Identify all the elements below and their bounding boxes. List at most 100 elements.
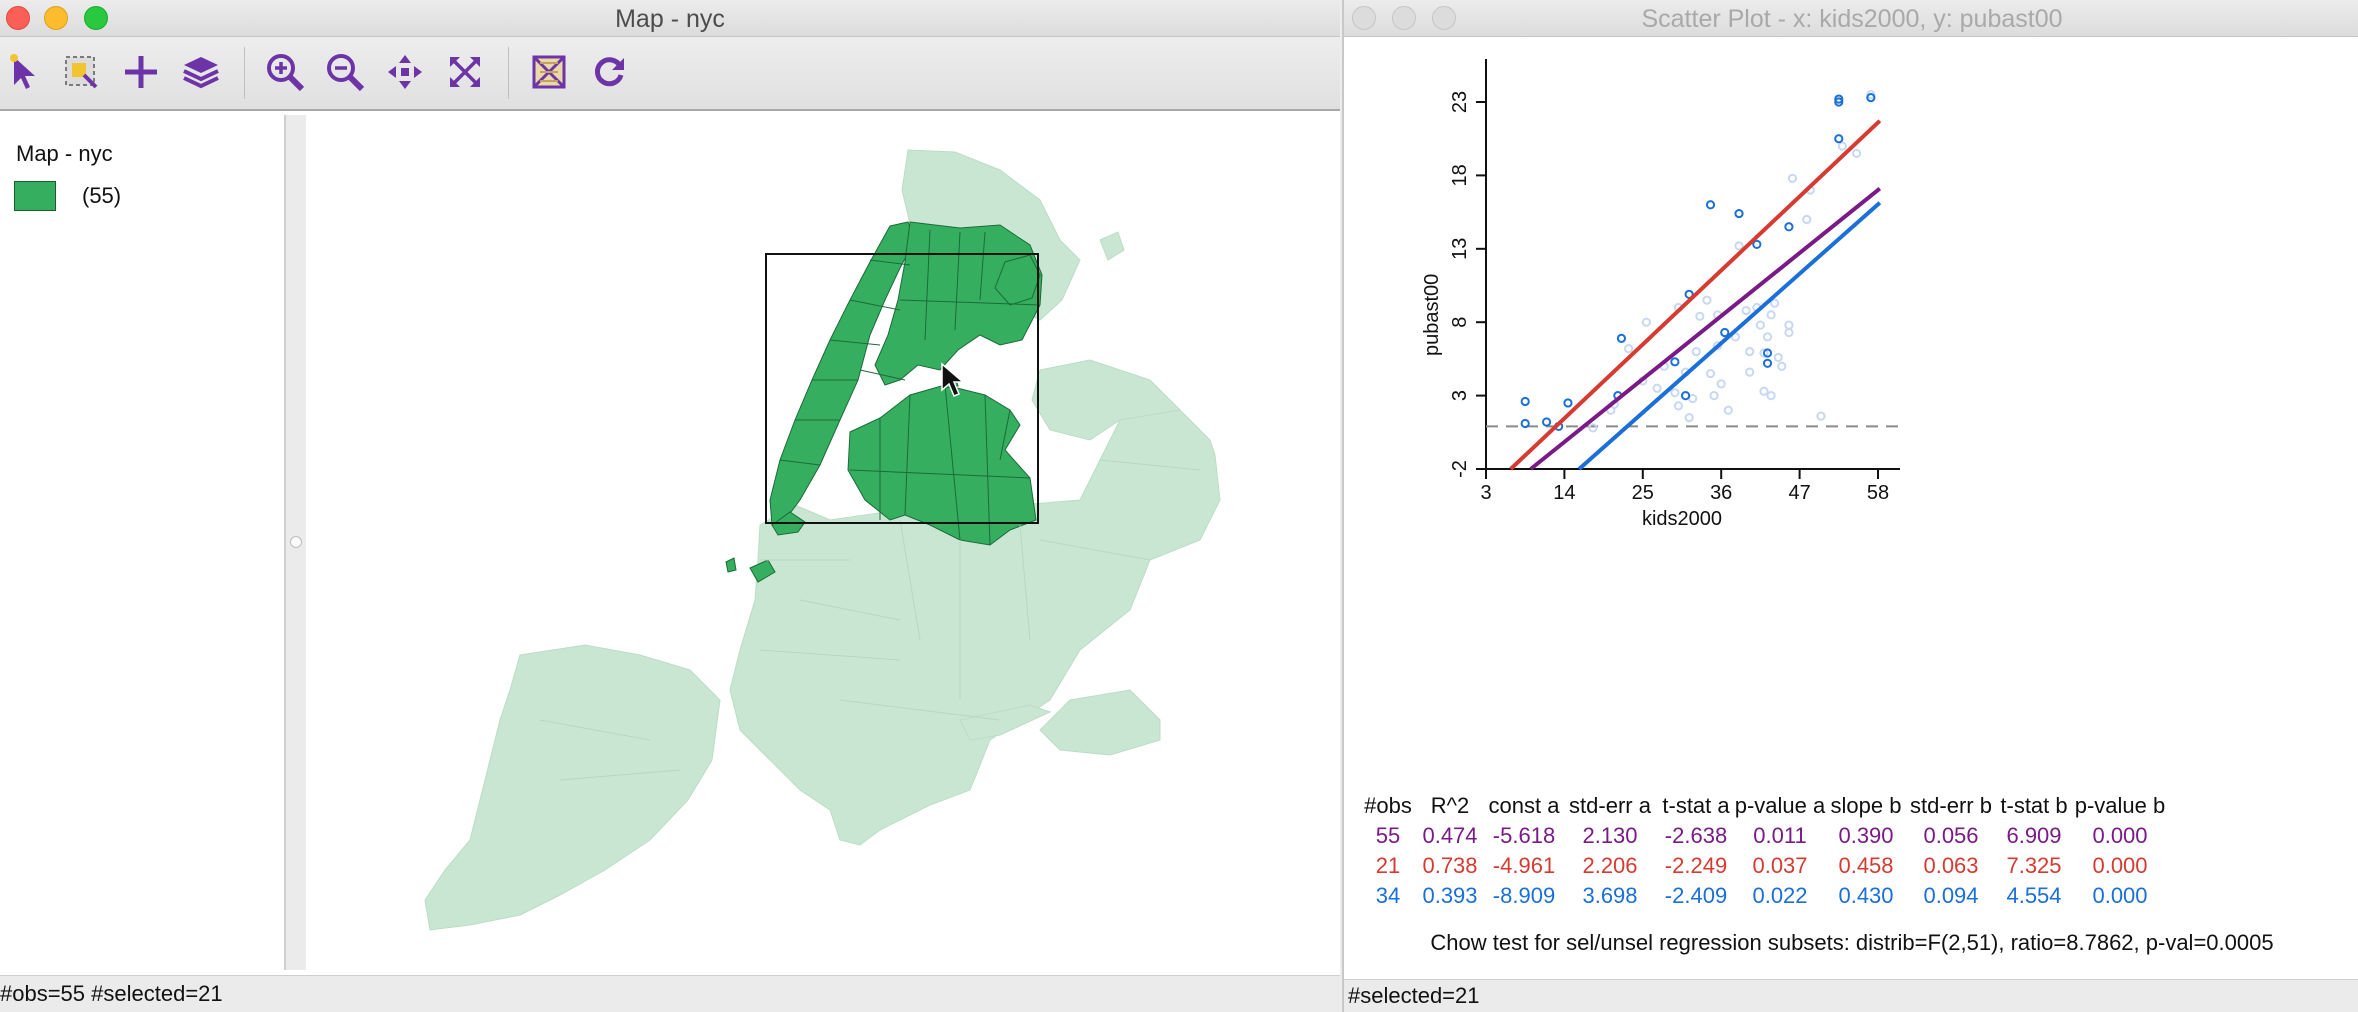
queens-east[interactable]: [1039, 689, 1161, 756]
x-axis-label: kids2000: [1642, 508, 1722, 530]
zoom-window-button[interactable]: [1432, 6, 1456, 30]
selected-point[interactable]: [1866, 92, 1876, 103]
minimize-window-button[interactable]: [44, 6, 68, 30]
unselected-point[interactable]: [1816, 411, 1826, 421]
refresh-icon[interactable]: [586, 49, 632, 95]
unselected-point[interactable]: [1705, 368, 1716, 379]
selected-point[interactable]: [1563, 398, 1573, 408]
pan-arrows-icon[interactable]: [382, 49, 428, 95]
selected-point[interactable]: [1720, 327, 1730, 338]
selected-point[interactable]: [1541, 417, 1552, 427]
selected-point[interactable]: [1520, 396, 1530, 407]
selected-point[interactable]: [1670, 357, 1680, 367]
selected-point[interactable]: [1752, 239, 1762, 249]
selected-point[interactable]: [1705, 200, 1716, 210]
selected-point[interactable]: [1834, 134, 1844, 144]
unselected-point[interactable]: [1777, 361, 1787, 371]
unselected-point[interactable]: [1802, 214, 1812, 225]
unselected-point[interactable]: [1641, 317, 1651, 327]
unselected-point[interactable]: [1837, 141, 1847, 151]
unselected-point[interactable]: [1852, 148, 1862, 158]
unselected-point[interactable]: [1688, 393, 1698, 404]
selected-point[interactable]: [1680, 391, 1691, 401]
selection-shape-icon[interactable]: [58, 49, 104, 95]
minimize-window-button[interactable]: [1392, 6, 1416, 30]
selected-point[interactable]: [1784, 222, 1794, 232]
governors-island[interactable]: [749, 559, 776, 583]
unselected-point[interactable]: [1745, 346, 1755, 357]
select-arrow-icon[interactable]: [2, 49, 48, 95]
selected-point[interactable]: [1762, 358, 1773, 368]
stats-row-cell: 0.430: [1838, 883, 1894, 908]
unselected-point[interactable]: [1784, 320, 1794, 330]
unselected-point[interactable]: [1766, 391, 1776, 401]
regression-line-unselected: [1577, 201, 1882, 471]
unselected-point[interactable]: [1684, 413, 1694, 423]
crosshair-plus-icon[interactable]: [118, 49, 164, 95]
close-window-button[interactable]: [1352, 6, 1376, 30]
unselected-point[interactable]: [1702, 295, 1712, 305]
selected-point[interactable]: [1734, 208, 1744, 219]
staten-island[interactable]: [424, 644, 721, 931]
selected-point[interactable]: [1684, 289, 1694, 299]
selected-point[interactable]: [1616, 333, 1627, 343]
unselected-point[interactable]: [1623, 344, 1634, 354]
zoom-window-button[interactable]: [84, 6, 108, 30]
unselected-point[interactable]: [1670, 388, 1680, 398]
rockaway[interactable]: [959, 704, 1052, 741]
selected-point[interactable]: [1834, 94, 1844, 104]
unselected-point[interactable]: [1716, 379, 1726, 389]
unselected-point[interactable]: [1762, 332, 1773, 342]
scatter-plot[interactable]: 3 14 25 36 47 58 -2 3 8 13 18 23 kids2000 pubast00: [1344, 37, 2358, 797]
scatter-window: Scatter Plot - x: kids2000, y: pubast00 …: [1342, 0, 2358, 1012]
legend-swatch[interactable]: [14, 181, 56, 211]
stats-header-row-cell: p-value b: [2074, 793, 2166, 818]
unselected-point[interactable]: [1759, 348, 1769, 358]
zoom-in-icon[interactable]: [262, 49, 308, 95]
unselected-point[interactable]: [1755, 320, 1765, 330]
stats-row: 21 0.738 -4.961 2.206 -2.249 0.037 0.458 0.063 7…: [1344, 853, 2358, 883]
liberty-island[interactable]: [725, 557, 737, 573]
map-status-bar: #obs=55 #selected=21: [0, 975, 1340, 1012]
manhattan[interactable]: [769, 221, 916, 526]
selected-neighborhoods[interactable]: [725, 221, 1043, 583]
bronx-selected[interactable]: [874, 221, 1043, 386]
unselected-neighborhoods[interactable]: [424, 149, 1221, 931]
selected-point[interactable]: [1520, 418, 1530, 429]
basemap-toggle-icon[interactable]: [526, 49, 572, 95]
unselected-point[interactable]: [1730, 332, 1741, 342]
unselected-point[interactable]: [1741, 305, 1751, 316]
unselected-point[interactable]: [1787, 173, 1798, 183]
unselected-point[interactable]: [1766, 310, 1776, 320]
selected-point[interactable]: [1834, 97, 1844, 107]
stats-row-cell: 34: [1375, 883, 1401, 908]
unselected-point[interactable]: [1723, 405, 1733, 415]
unselected-point[interactable]: [1691, 346, 1701, 357]
map-title-bar[interactable]: Map - nyc: [0, 0, 1340, 37]
selection-rectangle[interactable]: [765, 253, 1039, 524]
brooklyn-queens[interactable]: [729, 399, 1221, 846]
unselected-point[interactable]: [1652, 383, 1662, 393]
unselected-point[interactable]: [1673, 401, 1684, 411]
scatter-title-bar[interactable]: Scatter Plot - x: kids2000, y: pubast00: [1344, 0, 2358, 37]
unselected-point[interactable]: [1866, 90, 1876, 100]
unselected-point[interactable]: [1588, 423, 1598, 433]
unselected-point[interactable]: [1734, 241, 1744, 251]
unselected-point[interactable]: [1695, 311, 1705, 321]
splitter-handle[interactable]: [290, 536, 302, 548]
unselected-point[interactable]: [1759, 386, 1769, 396]
city-island[interactable]: [1099, 231, 1125, 261]
full-extent-icon[interactable]: [442, 49, 488, 95]
layers-icon[interactable]: [178, 49, 224, 95]
unselected-point[interactable]: [1770, 298, 1780, 308]
unselected-point[interactable]: [1709, 391, 1719, 401]
close-window-button[interactable]: [6, 6, 30, 30]
unselected-point[interactable]: [1745, 367, 1755, 377]
map-canvas[interactable]: [306, 112, 1340, 970]
zoom-out-icon[interactable]: [322, 49, 368, 95]
unselected-point[interactable]: [1773, 352, 1783, 363]
selected-point[interactable]: [1762, 348, 1773, 358]
unselected-point[interactable]: [1784, 327, 1794, 338]
stats-row-cell: -4.961: [1492, 853, 1556, 878]
plot-marks[interactable]: [1509, 90, 1882, 471]
